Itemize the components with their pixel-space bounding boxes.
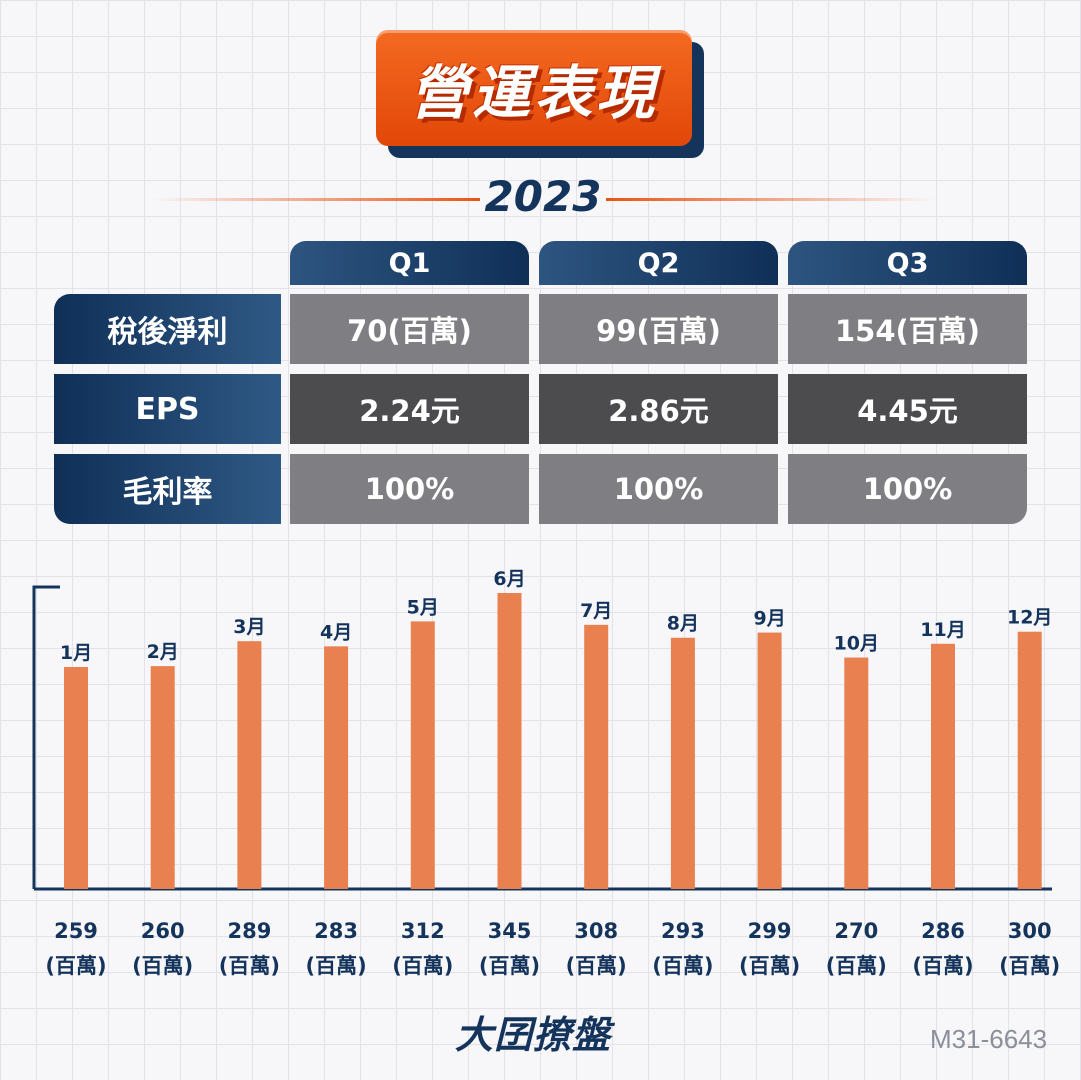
value-label-8: 293 (百萬) xyxy=(643,914,723,984)
value-unit: (百萬) xyxy=(132,954,194,978)
value-number: 259 xyxy=(54,919,98,943)
value-unit: (百萬) xyxy=(392,954,454,978)
bar-7 xyxy=(584,624,609,889)
year-divider-left xyxy=(150,198,480,201)
value-label-5: 312 (百萬) xyxy=(383,914,463,984)
year-label: 2023 xyxy=(484,172,602,221)
cell-eps-q2: 2.86元 xyxy=(539,374,778,444)
value-label-2: 260 (百萬) xyxy=(123,914,203,984)
value-number: 308 xyxy=(574,919,619,943)
title-badge-face: 營運表現 xyxy=(376,30,692,146)
month-label-6: 6月 xyxy=(493,568,525,590)
bar-8 xyxy=(670,637,695,889)
value-label-9: 299 (百萬) xyxy=(730,914,810,984)
cell-net-income-q3: 154(百萬) xyxy=(788,294,1027,364)
value-number: 299 xyxy=(747,919,792,943)
month-label-12: 12月 xyxy=(1007,607,1052,629)
monthly-revenue-chart: 1月 2月 3月 4月 5月 6月 7月 8月 9月 10月 11月 12月 xyxy=(32,568,1052,891)
value-label-11: 286 (百萬) xyxy=(903,914,983,984)
bar-2 xyxy=(150,666,175,889)
cell-eps-q1: 2.24元 xyxy=(290,374,529,444)
bar-4 xyxy=(324,646,349,889)
bar-9 xyxy=(757,632,782,889)
value-label-10: 270 (百萬) xyxy=(816,914,896,984)
year-divider-right xyxy=(606,198,936,201)
cell-net-income-q1: 70(百萬) xyxy=(290,294,529,364)
cell-gross-margin-q3: 100% xyxy=(788,454,1027,524)
value-label-1: 259 (百萬) xyxy=(36,914,116,984)
value-unit: (百萬) xyxy=(565,954,627,978)
month-label-1: 1月 xyxy=(60,642,92,664)
value-number: 260 xyxy=(140,919,185,943)
value-number: 300 xyxy=(1007,919,1052,943)
value-unit: (百萬) xyxy=(45,954,107,978)
month-label-4: 4月 xyxy=(320,621,352,643)
value-unit: (百萬) xyxy=(478,954,541,978)
value-label-3: 289 (百萬) xyxy=(209,914,289,984)
page-title: 營運表現 xyxy=(409,59,658,127)
value-number: 270 xyxy=(834,919,879,943)
value-unit: (百萬) xyxy=(738,954,801,978)
value-number: 293 xyxy=(660,919,705,943)
bar-6 xyxy=(497,593,522,889)
bar-11 xyxy=(931,643,955,889)
row-label-net-income: 稅後淨利 xyxy=(54,294,281,364)
value-label-6: 345 (百萬) xyxy=(470,914,550,984)
value-unit: (百萬) xyxy=(825,954,887,978)
value-number: 286 xyxy=(921,919,965,943)
month-label-3: 3月 xyxy=(233,616,265,638)
month-label-2: 2月 xyxy=(147,641,179,663)
cell-gross-margin-q2: 100% xyxy=(539,454,778,524)
month-label-5: 5月 xyxy=(407,596,439,618)
bar-1 xyxy=(64,667,88,889)
bar-3 xyxy=(237,641,262,889)
value-unit: (百萬) xyxy=(999,954,1061,978)
month-label-11: 11月 xyxy=(920,619,965,641)
value-unit: (百萬) xyxy=(912,954,974,978)
month-label-8: 8月 xyxy=(667,613,699,635)
bar-5 xyxy=(410,621,435,889)
row-label-gross-margin: 毛利率 xyxy=(54,454,281,524)
value-number: 283 xyxy=(314,919,359,943)
value-label-12: 300 (百萬) xyxy=(990,914,1070,984)
brand-logo: 大囝撩盤 xyxy=(455,1013,612,1057)
value-label-4: 283 (百萬) xyxy=(296,914,376,984)
cell-eps-q3: 4.45元 xyxy=(788,374,1027,444)
value-number: 312 xyxy=(400,919,445,943)
quarter-header-q2: Q2 xyxy=(539,241,778,285)
month-label-10: 10月 xyxy=(834,633,879,655)
value-unit: (百萬) xyxy=(305,954,367,978)
quarter-header-q3: Q3 xyxy=(788,241,1027,285)
document-code: M31-6643 xyxy=(930,1024,1048,1054)
month-label-9: 9月 xyxy=(753,608,785,630)
cell-gross-margin-q1: 100% xyxy=(290,454,529,524)
quarter-header-q1: Q1 xyxy=(290,241,529,285)
row-label-eps: EPS xyxy=(54,374,281,444)
value-label-7: 308 (百萬) xyxy=(556,914,636,984)
cell-net-income-q2: 99(百萬) xyxy=(539,294,778,364)
value-unit: (百萬) xyxy=(218,954,280,978)
bar-12 xyxy=(1017,631,1042,889)
value-number: 345 xyxy=(487,919,532,943)
month-label-7: 7月 xyxy=(580,600,612,622)
value-number: 289 xyxy=(227,919,272,943)
title-badge: 營運表現 xyxy=(376,30,706,160)
y-axis-line xyxy=(32,585,60,889)
value-unit: (百萬) xyxy=(652,954,714,978)
bar-10 xyxy=(844,657,869,889)
